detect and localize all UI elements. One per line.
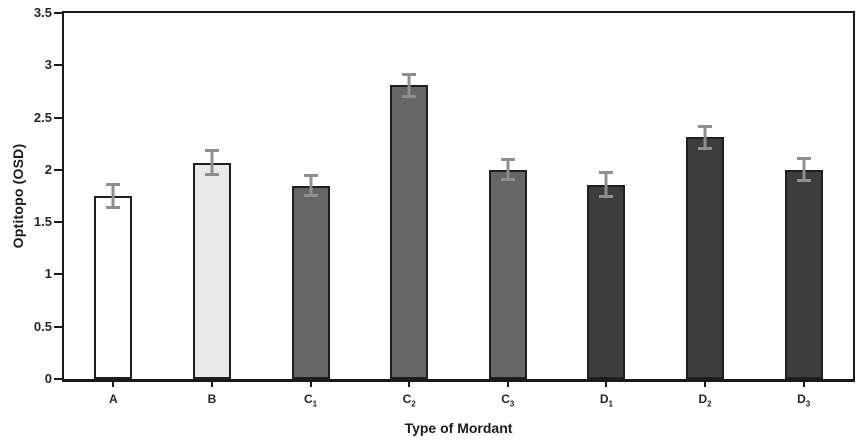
- x-axis-tick-label-D3: D3: [764, 392, 844, 409]
- y-axis-tick-label: 2.5: [33, 109, 52, 125]
- error-bar-part: [500, 178, 515, 182]
- x-label-text: A: [108, 392, 118, 406]
- error-bar-part: [309, 174, 313, 198]
- x-axis-tick-label-D1: D1: [566, 392, 646, 409]
- error-bar-part: [106, 205, 121, 209]
- error-bar-part: [604, 170, 608, 199]
- error-bar-part: [303, 194, 318, 198]
- y-axis-tick-label: 0.5: [33, 318, 52, 334]
- x-label-text: D: [599, 392, 609, 406]
- y-axis-tick: [54, 325, 62, 328]
- x-label-text: C: [402, 392, 412, 406]
- y-axis-tick: [54, 116, 62, 119]
- y-axis-tick-label: 1.5: [33, 214, 52, 230]
- error-bar-part: [402, 72, 417, 76]
- error-bar-C3: [500, 158, 515, 182]
- x-axis-tick-label-C2: C2: [369, 392, 449, 409]
- error-bar-B: [204, 148, 219, 177]
- x-axis-tick: [704, 379, 707, 387]
- y-axis-title: Optitopo (OSD): [10, 143, 26, 249]
- x-label-subscript: 1: [312, 399, 318, 409]
- y-axis-tick-label: 3: [44, 57, 52, 73]
- bar-C2: [390, 85, 429, 379]
- y-axis-tick-label: 3.5: [33, 5, 52, 20]
- x-label-text: B: [207, 392, 217, 406]
- y-axis-tick: [54, 273, 62, 276]
- x-axis-tick: [605, 379, 608, 387]
- y-axis-tick-label: 1: [44, 266, 52, 282]
- x-label-subscript: 2: [707, 399, 712, 409]
- error-bar-part: [407, 72, 411, 98]
- x-label-subscript: 1: [608, 399, 613, 409]
- x-label-text: C: [501, 392, 510, 406]
- bar-D2: [686, 137, 725, 379]
- error-bar-C1: [303, 174, 318, 198]
- error-bar-part: [106, 183, 121, 187]
- bar-D3: [784, 169, 823, 379]
- x-axis-tick-label-A: A: [73, 392, 153, 406]
- error-bar-part: [303, 174, 318, 178]
- x-label-text: D: [797, 392, 806, 406]
- x-label-subscript: 3: [805, 399, 811, 409]
- plot-area: 0 0.5 1 1.5 2 2.5 3 3.5 A B C1 C2 C3 D1 D2 D3: [34, 5, 855, 408]
- y-axis-tick-label: 0: [44, 371, 52, 386]
- error-bar-D1: [599, 170, 614, 199]
- y-axis-tick: [54, 221, 62, 224]
- x-label-text: C: [304, 392, 313, 406]
- bar-C3: [488, 169, 527, 379]
- y-axis-tick: [54, 12, 62, 14]
- bar-D1: [587, 184, 626, 379]
- error-bar-part: [703, 124, 707, 150]
- x-axis-tick: [309, 379, 312, 387]
- error-bar-part: [500, 158, 515, 162]
- error-bar-part: [204, 173, 219, 177]
- x-label-subscript: 3: [509, 399, 515, 409]
- bar-B: [192, 162, 231, 379]
- error-bar-part: [402, 94, 417, 98]
- error-bar-part: [802, 157, 806, 183]
- x-axis-tick-label-B: B: [172, 392, 252, 406]
- x-label-subscript: 2: [411, 399, 416, 409]
- x-axis-tick: [506, 379, 509, 387]
- error-bar-part: [210, 148, 214, 177]
- error-bar-part: [796, 157, 811, 161]
- error-bar-part: [599, 195, 614, 199]
- error-bar-part: [796, 179, 811, 183]
- x-axis-tick-label-C3: C3: [468, 392, 548, 409]
- x-axis-title: Type of Mordant: [404, 420, 513, 436]
- error-bar-part: [599, 170, 614, 174]
- error-bar-C2: [402, 72, 417, 98]
- bar-C1: [291, 185, 330, 379]
- bar-A: [94, 196, 133, 379]
- x-axis-tick-label-D2: D2: [665, 392, 745, 409]
- error-bar-part: [698, 147, 713, 150]
- error-bar-part: [204, 148, 219, 152]
- x-axis-tick: [210, 379, 213, 387]
- x-axis-tick: [112, 379, 115, 387]
- x-label-text: D: [698, 392, 708, 406]
- error-bar-A: [106, 183, 121, 209]
- x-axis-tick-label-C1: C1: [271, 392, 351, 409]
- y-axis-tick: [54, 168, 62, 171]
- y-axis-tick-label: 2: [44, 161, 52, 177]
- y-axis-tick: [54, 378, 62, 380]
- y-axis-tick: [54, 64, 62, 67]
- error-bar-D2: [698, 124, 713, 150]
- error-bar-part: [698, 124, 713, 128]
- error-bar-D3: [796, 157, 811, 183]
- error-bar-part: [111, 183, 115, 209]
- error-bar-part: [506, 158, 510, 182]
- x-axis-tick: [408, 379, 411, 387]
- x-axis-tick: [802, 379, 805, 387]
